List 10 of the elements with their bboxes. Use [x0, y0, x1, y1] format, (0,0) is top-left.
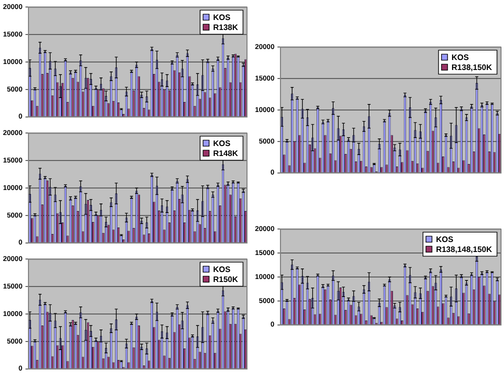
- legend-label: R138,150K: [452, 62, 492, 72]
- legend-label: KOS: [213, 138, 232, 148]
- legend-label: KOS: [436, 234, 454, 244]
- legend-label: R138K: [213, 22, 238, 32]
- legend-label: R150K: [213, 274, 238, 284]
- legend-label: KOS: [452, 52, 470, 62]
- legend-label: R138,148,150K: [436, 244, 492, 254]
- legend-label: KOS: [213, 264, 232, 274]
- legend-label: R148K: [213, 148, 238, 158]
- legend-label: KOS: [213, 12, 232, 22]
